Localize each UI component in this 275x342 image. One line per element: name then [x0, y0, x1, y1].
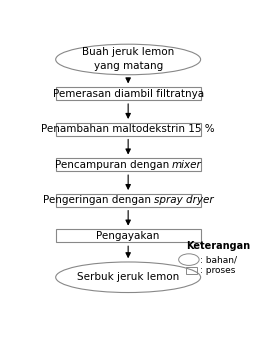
- Text: spray dryer: spray dryer: [154, 195, 214, 205]
- Text: Pengeringan dengan: Pengeringan dengan: [43, 195, 154, 205]
- Bar: [56, 87, 201, 100]
- Bar: [56, 158, 201, 171]
- Text: : bahan/: : bahan/: [200, 255, 236, 264]
- Bar: [56, 123, 201, 136]
- Bar: [56, 229, 201, 242]
- Bar: [186, 267, 197, 274]
- Text: : proses: : proses: [200, 266, 235, 275]
- Text: Pengayakan: Pengayakan: [97, 231, 160, 241]
- Text: Penambahan maltodekstrin 15 %: Penambahan maltodekstrin 15 %: [41, 124, 215, 134]
- Text: mixer: mixer: [172, 160, 202, 170]
- Bar: [56, 194, 201, 207]
- Text: Keterangan: Keterangan: [186, 241, 250, 251]
- Text: Buah jeruk lemon
yang matang: Buah jeruk lemon yang matang: [82, 48, 174, 71]
- Text: Serbuk jeruk lemon: Serbuk jeruk lemon: [77, 272, 179, 282]
- Text: Pencampuran dengan: Pencampuran dengan: [54, 160, 172, 170]
- Text: Pemerasan diambil filtratnya: Pemerasan diambil filtratnya: [53, 89, 204, 99]
